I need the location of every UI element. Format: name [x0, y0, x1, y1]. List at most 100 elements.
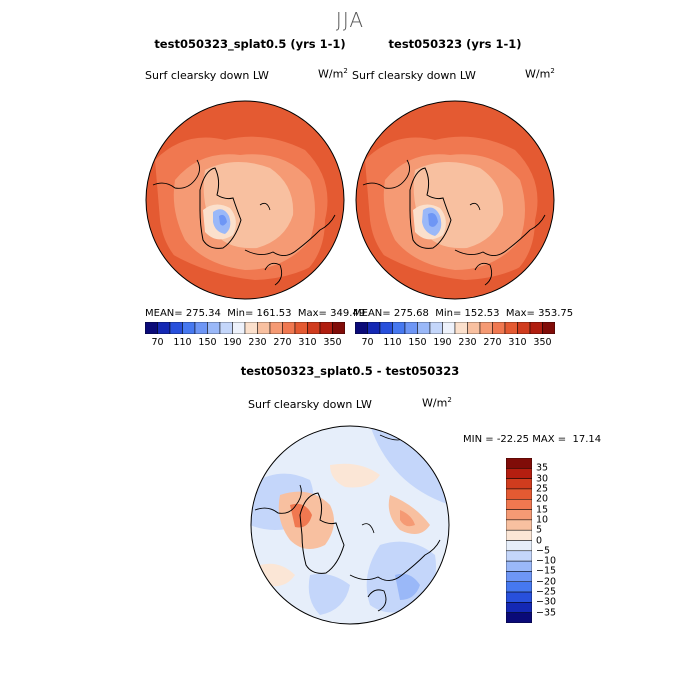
colorbar-tick-label: −10: [536, 555, 557, 567]
colorbar-swatch: [529, 322, 543, 334]
colorbar-swatch: [282, 322, 296, 334]
panel-1-polar-map: [145, 100, 345, 300]
colorbar-swatch: [319, 322, 333, 334]
colorbar-tick-label: 310: [508, 337, 527, 348]
colorbar-tick-label: −35: [536, 607, 557, 619]
colorbar-swatch: [506, 591, 532, 603]
colorbar-swatch: [392, 322, 406, 334]
colorbar-swatch: [429, 322, 443, 334]
diff-panel-title: test050323_splat0.5 - test050323: [240, 364, 460, 378]
colorbar-swatch: [244, 322, 258, 334]
colorbar-swatch: [542, 322, 555, 334]
colorbar-swatch: [454, 322, 468, 334]
colorbar-swatch: [517, 322, 531, 334]
panel-2-coastline-canada: [362, 159, 410, 189]
colorbar-tick-label: −25: [536, 586, 557, 598]
panel-1-greenland-150: [219, 214, 227, 226]
colorbar-swatch: [506, 550, 532, 562]
colorbar-swatch: [506, 540, 532, 552]
colorbar-swatch: [232, 322, 246, 334]
colorbar-swatch: [219, 322, 233, 334]
panel-2-stats: MEAN= 275.68 Min= 152.53 Max= 353.75: [353, 308, 574, 319]
colorbar-tick-label: 310: [298, 337, 317, 348]
colorbar-swatch: [506, 602, 532, 613]
panel-2-coastline-svalbard: [469, 202, 481, 211]
colorbar-swatch: [506, 499, 532, 510]
panel-2-colorbar-ticks: 70 110 150 190 230 270 310 350: [355, 337, 555, 351]
colorbar-swatch: [332, 322, 345, 334]
panel-2-coastline-scandinavia: [474, 262, 493, 286]
panel-1-units: W/m2: [318, 67, 348, 81]
diff-panel-units: W/m2: [422, 396, 452, 410]
diff-field-pos-4: [400, 510, 415, 527]
diff-field-pos-6: [260, 563, 295, 587]
diff-coastline-greenland: [299, 492, 345, 574]
colorbar-tick-label: 150: [198, 337, 217, 348]
colorbar-tick-label: 350: [533, 337, 552, 348]
panel-1-coastline-greenland: [199, 167, 242, 249]
colorbar-swatch: [404, 322, 418, 334]
colorbar-swatch: [182, 322, 196, 334]
colorbar-swatch: [506, 468, 532, 479]
diff-coastline-svalbard: [361, 523, 375, 534]
colorbar-tick-label: 270: [483, 337, 502, 348]
colorbar-swatch: [307, 322, 321, 334]
colorbar-swatch: [506, 612, 532, 623]
diff-field-neg-2: [370, 426, 449, 505]
diff-panel-stats: MIN = -22.25 MAX = 17.14: [463, 434, 602, 445]
colorbar-tick-label: −15: [536, 565, 557, 577]
diff-coastline-eurasia: [349, 539, 441, 581]
season-title: JJA: [335, 8, 365, 32]
diff-colorbar-ticks: 35 30 25 20 15 10 5 0 −5 −10 −15 −20 −25 −30 −35: [536, 458, 576, 623]
colorbar-tick-label: 230: [458, 337, 477, 348]
colorbar-swatch: [442, 322, 456, 334]
colorbar-tick-label: 350: [323, 337, 342, 348]
colorbar-tick-label: 10: [536, 514, 549, 526]
colorbar-swatch: [506, 560, 532, 572]
colorbar-swatch: [367, 322, 381, 334]
colorbar-swatch: [269, 322, 283, 334]
panel-1-coastline-eurasia: [244, 214, 336, 256]
colorbar-tick-label: 5: [536, 524, 543, 536]
colorbar-swatch: [257, 322, 271, 334]
panel-1-coastline-scandinavia: [264, 262, 283, 286]
colorbar-tick-label: 190: [223, 337, 242, 348]
colorbar-tick-label: 0: [536, 535, 543, 546]
panel-1-stats: MEAN= 275.34 Min= 161.53 Max= 349.49: [145, 308, 366, 319]
diff-coastline-canada: [254, 484, 302, 514]
colorbar-swatch: [506, 488, 532, 500]
panel-2-coastline-greenland: [409, 167, 452, 249]
colorbar-tick-label: 270: [273, 337, 292, 348]
colorbar-tick-label: −5: [536, 545, 551, 557]
colorbar-swatch: [207, 322, 221, 334]
colorbar-tick-label: 25: [536, 483, 549, 495]
colorbar-tick-label: 15: [536, 504, 549, 516]
colorbar-swatch: [506, 509, 532, 521]
colorbar-swatch: [506, 478, 532, 490]
panel-2-units: W/m2: [525, 67, 555, 81]
colorbar-swatch: [145, 322, 158, 334]
colorbar-swatch: [506, 581, 532, 593]
colorbar-tick-label: 70: [151, 337, 164, 348]
colorbar-swatch: [506, 571, 532, 582]
panel-2-greenland-150: [428, 213, 438, 227]
diff-field-pos-2: [290, 503, 312, 528]
diff-coastline-scandinavia: [367, 589, 387, 612]
diff-field-neg-5: [395, 573, 420, 600]
panel-2-map-border: [355, 100, 555, 300]
colorbar-swatch: [506, 529, 532, 541]
colorbar-swatch: [169, 322, 183, 334]
colorbar-tick-label: 190: [433, 337, 452, 348]
panel-1-colorbar-ticks: 70 110 150 190 230 270 310 350: [145, 337, 345, 351]
diff-map-border: [250, 425, 450, 625]
colorbar-tick-label: 150: [408, 337, 427, 348]
colorbar-tick-label: 20: [536, 493, 549, 505]
panel-1-colorbar: [145, 322, 345, 334]
panel-1-coastline-canada: [152, 159, 200, 189]
colorbar-swatch: [417, 322, 431, 334]
panel-1-map-border: [145, 100, 345, 300]
colorbar-swatch: [504, 322, 518, 334]
colorbar-swatch: [194, 322, 208, 334]
panel-2-title: test050323 (yrs 1-1): [388, 37, 522, 51]
colorbar-swatch: [355, 322, 368, 334]
